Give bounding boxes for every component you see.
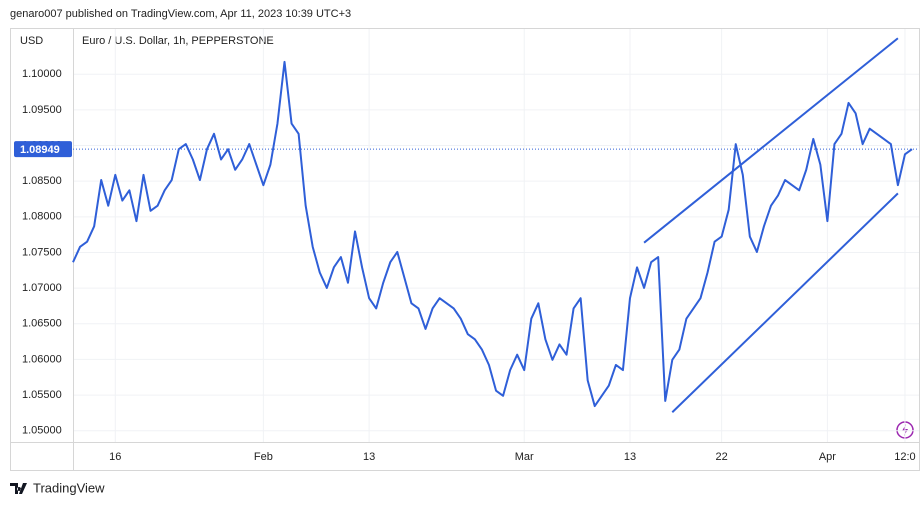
x-tick-label: 22	[716, 451, 728, 463]
y-tick-label: 1.10000	[22, 68, 62, 80]
y-tick-label: 1.09500	[22, 104, 62, 116]
x-tick-label: 13	[363, 451, 375, 463]
chart-title: Euro / U.S. Dollar, 1h, PEPPERSTONE	[82, 35, 274, 47]
x-tick-label: 16	[109, 451, 121, 463]
chart-frame	[10, 28, 920, 471]
x-tick-label: Apr	[819, 451, 836, 463]
y-tick-label: 1.06500	[22, 318, 62, 330]
x-tick-label: 13	[624, 451, 636, 463]
y-tick-label: 1.05000	[22, 425, 62, 437]
header: genaro007 published on TradingView.com, …	[10, 8, 351, 20]
y-tick-label: 1.06000	[22, 353, 62, 365]
y-tick-label: 1.08000	[22, 211, 62, 223]
x-tick-label: 12:0	[894, 451, 915, 463]
price-line	[72, 60, 913, 408]
y-tick-label: 1.05500	[22, 389, 62, 401]
last-price-label: 1.08949	[20, 144, 60, 156]
trend-line	[671, 192, 899, 413]
y-tick-label: 1.07000	[22, 282, 62, 294]
x-tick-label: Mar	[515, 451, 534, 463]
trend-line	[643, 37, 899, 244]
footer-brand[interactable]: TradingView	[33, 480, 105, 495]
y-tick-label: 1.07500	[22, 246, 62, 258]
tradingview-logo[interactable]	[10, 483, 27, 494]
y-axis-label: USD	[20, 35, 43, 47]
x-tick-label: Feb	[254, 451, 273, 463]
last-price-box	[14, 141, 72, 158]
y-tick-label: 1.08500	[22, 175, 62, 187]
